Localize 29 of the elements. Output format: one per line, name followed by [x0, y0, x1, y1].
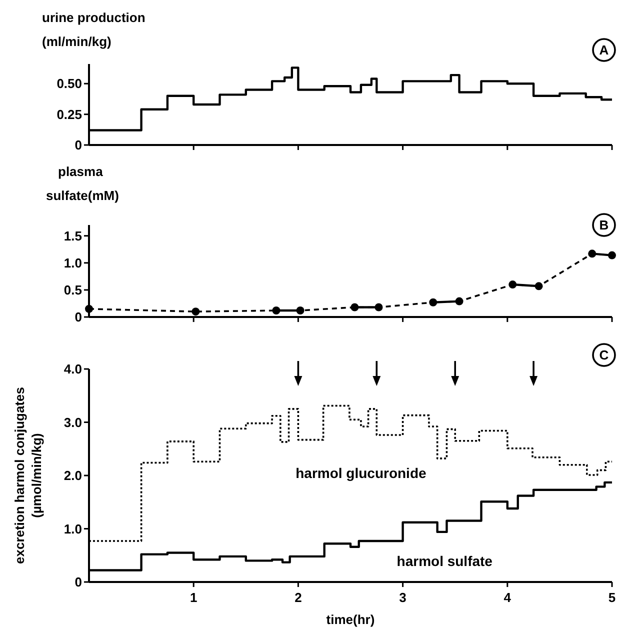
x-tick-label: 2 [294, 590, 302, 605]
x-tick-label: 5 [608, 590, 616, 605]
point [192, 308, 200, 316]
y-tick-label: 1.5 [64, 228, 82, 244]
letter-badge: A [592, 38, 616, 62]
x-tick-label: 3 [399, 590, 406, 605]
y-tick-label: 3.0 [64, 414, 82, 430]
y-tick-label: 0 [74, 310, 82, 325]
y-axis-title: excretion harmol conjugates (µmol/min/kg) [12, 387, 44, 564]
series-label: harmol glucuronide [296, 465, 427, 482]
y-tick-label: 0 [74, 138, 82, 153]
letter-badge: C [592, 343, 616, 367]
x-tick-label: 1 [190, 590, 198, 605]
x-axis-title: time(hr) [326, 612, 375, 627]
y-axis-title: urine production (ml/min/kg) [42, 10, 146, 49]
y-tick-label: 0.50 [56, 76, 82, 92]
y-tick-label: 4.0 [64, 362, 82, 377]
y-tick-label: 0.25 [56, 106, 82, 122]
y-tick-label: 1.0 [64, 255, 82, 270]
x-tick-label: 4 [504, 590, 512, 605]
annotation: B [599, 218, 609, 233]
y-tick-label: 2.0 [64, 468, 82, 484]
point [85, 304, 93, 313]
letter-badge: B [592, 213, 616, 237]
y-tick-label: 1.0 [64, 521, 82, 536]
y-axis-title: plasma sulfate(mM) [46, 164, 119, 203]
series-label: harmol sulfate [396, 553, 493, 570]
y-tick-label: 0.5 [64, 282, 82, 298]
y-tick-label: 0 [74, 574, 82, 590]
